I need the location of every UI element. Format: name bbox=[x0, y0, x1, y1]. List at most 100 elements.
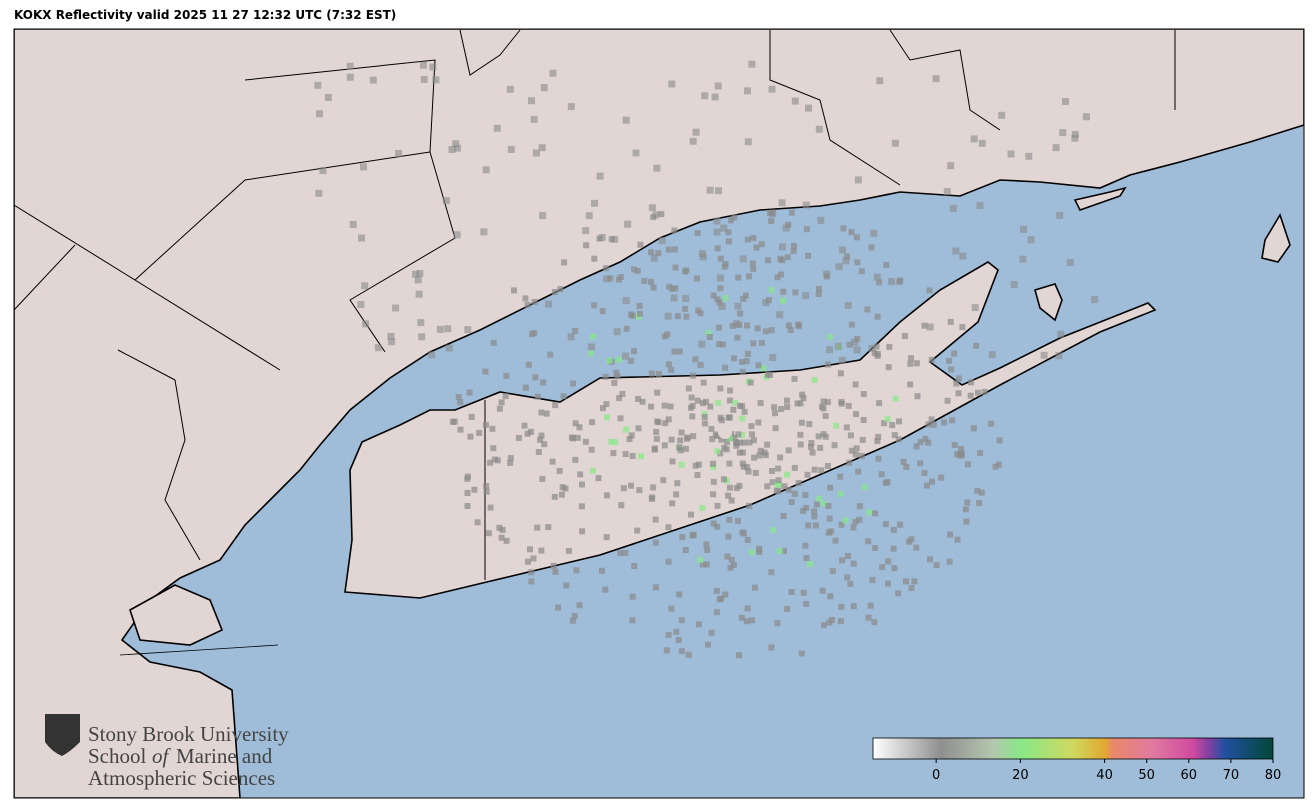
echo bbox=[420, 75, 428, 83]
echo bbox=[1052, 144, 1060, 152]
echo bbox=[968, 379, 974, 386]
echo bbox=[711, 93, 719, 101]
echo bbox=[636, 302, 643, 309]
echo bbox=[676, 444, 683, 451]
echo bbox=[412, 270, 419, 278]
echo bbox=[560, 393, 567, 400]
echo bbox=[428, 351, 436, 359]
echo bbox=[790, 248, 797, 254]
echo bbox=[710, 478, 717, 485]
echo bbox=[729, 322, 736, 329]
echo bbox=[507, 459, 514, 466]
echo bbox=[733, 485, 740, 492]
echo bbox=[769, 479, 776, 486]
echo bbox=[815, 433, 822, 440]
echo bbox=[721, 444, 728, 451]
echo bbox=[613, 369, 620, 376]
echo bbox=[838, 399, 845, 405]
echo bbox=[838, 603, 845, 610]
echo bbox=[717, 385, 724, 392]
echo bbox=[774, 620, 781, 627]
echo bbox=[803, 555, 810, 562]
colorbar-tick-label: 70 bbox=[1223, 768, 1240, 783]
colorbar-tick-label: 50 bbox=[1138, 768, 1155, 783]
echo bbox=[908, 355, 914, 362]
echo bbox=[585, 212, 593, 220]
echo bbox=[489, 425, 496, 432]
echo bbox=[715, 187, 722, 195]
echo bbox=[757, 400, 764, 407]
echo bbox=[629, 453, 636, 459]
echo bbox=[346, 62, 354, 70]
echo bbox=[572, 420, 579, 427]
echo bbox=[901, 333, 908, 340]
echo bbox=[678, 461, 685, 468]
echo bbox=[977, 449, 984, 456]
echo bbox=[944, 397, 951, 404]
echo bbox=[498, 399, 505, 406]
echo bbox=[784, 404, 791, 410]
echo bbox=[654, 389, 661, 396]
echo bbox=[752, 470, 759, 476]
echo bbox=[614, 373, 621, 380]
echo bbox=[444, 325, 452, 333]
colorbar-tick-label: 60 bbox=[1181, 768, 1198, 783]
echo bbox=[534, 393, 541, 400]
echo bbox=[662, 420, 669, 427]
echo bbox=[896, 418, 903, 425]
echo bbox=[861, 484, 868, 491]
echo bbox=[569, 617, 576, 624]
echo bbox=[498, 534, 505, 541]
echo bbox=[716, 274, 724, 282]
echo bbox=[1091, 296, 1099, 304]
echo bbox=[856, 503, 863, 510]
echo bbox=[764, 483, 771, 490]
echo bbox=[1059, 129, 1067, 137]
echo bbox=[665, 632, 672, 638]
echo bbox=[653, 164, 661, 172]
echo bbox=[537, 436, 544, 443]
echo bbox=[788, 589, 795, 595]
echo bbox=[506, 85, 514, 93]
echo bbox=[598, 234, 606, 241]
echo bbox=[710, 491, 717, 498]
echo bbox=[565, 547, 572, 554]
echo bbox=[778, 271, 784, 278]
echo bbox=[895, 436, 902, 443]
echo bbox=[573, 567, 580, 574]
map-frame bbox=[13, 28, 1305, 799]
echo bbox=[799, 391, 806, 398]
echo bbox=[602, 586, 609, 593]
echo bbox=[545, 524, 552, 531]
echo bbox=[502, 393, 509, 400]
echo bbox=[730, 562, 737, 568]
echo bbox=[682, 305, 689, 312]
logo-line: of bbox=[152, 744, 172, 768]
echo bbox=[676, 348, 683, 355]
echo bbox=[886, 343, 893, 350]
echo bbox=[959, 324, 966, 331]
echo bbox=[668, 605, 675, 612]
echo bbox=[319, 167, 327, 175]
echo bbox=[578, 503, 585, 510]
echo bbox=[628, 432, 635, 439]
echo bbox=[743, 358, 750, 365]
echo bbox=[746, 439, 753, 446]
echo bbox=[639, 398, 646, 405]
echo bbox=[468, 413, 475, 420]
echo bbox=[891, 432, 898, 439]
echo bbox=[634, 267, 641, 274]
echo bbox=[706, 186, 714, 194]
echo bbox=[819, 587, 826, 594]
echo bbox=[534, 524, 541, 531]
echo bbox=[803, 226, 810, 233]
echo bbox=[732, 399, 739, 406]
echo bbox=[776, 548, 783, 554]
echo bbox=[671, 227, 678, 234]
echo bbox=[525, 558, 531, 565]
echo bbox=[733, 442, 740, 449]
echo bbox=[606, 357, 613, 364]
echo bbox=[664, 331, 671, 338]
echo bbox=[653, 435, 660, 442]
echo bbox=[928, 416, 935, 423]
